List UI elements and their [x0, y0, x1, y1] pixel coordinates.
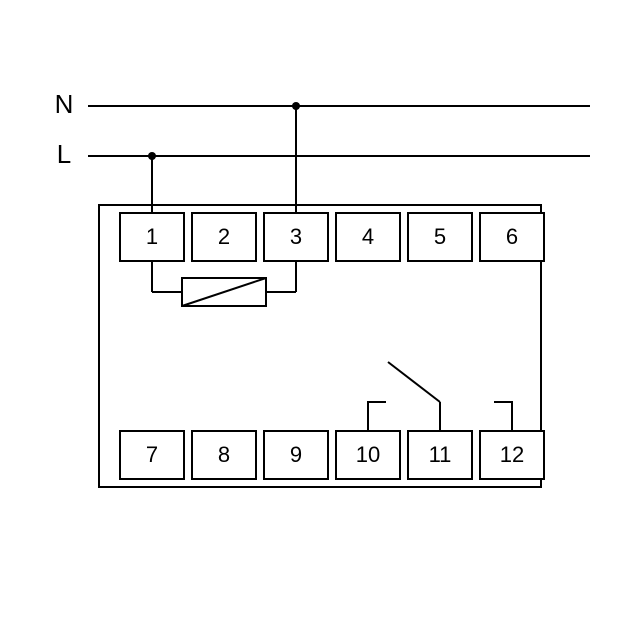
contact-blade [388, 362, 440, 402]
top-terminal-4-label: 4 [362, 224, 374, 249]
wiring-diagram: NL123456789101112 [0, 0, 639, 639]
bottom-terminal-7-label: 7 [146, 442, 158, 467]
top-terminal-6-label: 6 [506, 224, 518, 249]
top-terminal-5-label: 5 [434, 224, 446, 249]
top-terminal-2-label: 2 [218, 224, 230, 249]
top-terminal-3-label: 3 [290, 224, 302, 249]
bottom-terminal-9-label: 9 [290, 442, 302, 467]
bottom-terminal-10-label: 10 [356, 442, 380, 467]
junction-l [148, 152, 156, 160]
bottom-terminal-11-label: 11 [429, 442, 452, 467]
contact-nc-stub [368, 402, 386, 431]
junction-n [292, 102, 300, 110]
bottom-terminal-12-label: 12 [500, 442, 524, 467]
rail-label-n: N [55, 89, 74, 119]
top-terminal-1-label: 1 [146, 224, 158, 249]
rail-label-l: L [57, 139, 71, 169]
contact-no-stub [494, 402, 512, 431]
bottom-terminal-8-label: 8 [218, 442, 230, 467]
